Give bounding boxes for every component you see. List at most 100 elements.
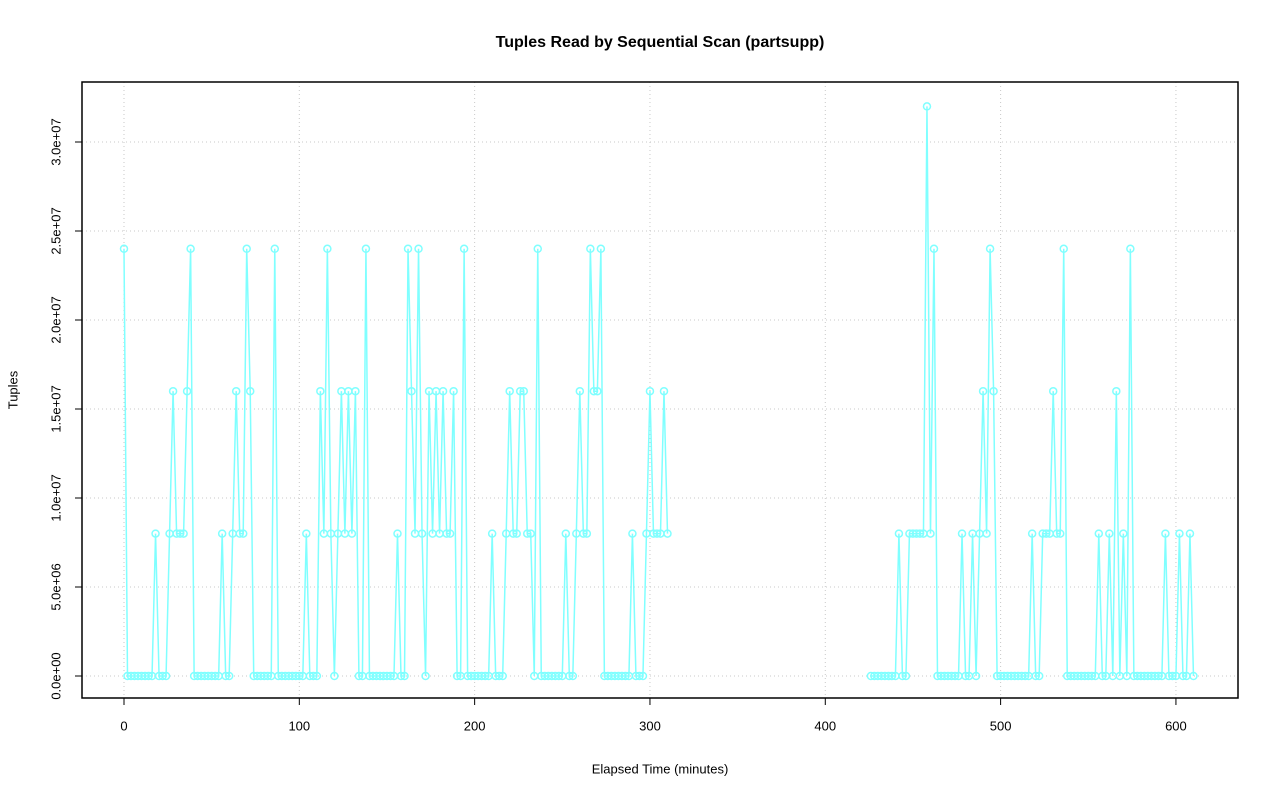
point (659, 386, 669, 396)
point (487, 529, 497, 538)
y-tick-label: 2.0e+07 (48, 296, 63, 343)
point (522, 529, 532, 538)
point (263, 671, 273, 681)
point (950, 671, 960, 681)
x-tick-label: 0 (120, 718, 127, 733)
point (554, 671, 564, 681)
point (151, 529, 160, 538)
point (179, 529, 188, 538)
point (445, 529, 455, 538)
y-tick-label: 1.0e+07 (48, 474, 63, 521)
point (901, 671, 911, 681)
point (438, 386, 448, 396)
point (898, 671, 907, 681)
y-tick-label: 5.0e+06 (48, 563, 63, 610)
point (400, 671, 409, 681)
point (295, 671, 304, 681)
point (1031, 671, 1040, 681)
point (533, 244, 543, 254)
x-tick-label: 300 (639, 718, 661, 733)
point (1059, 244, 1068, 254)
point (316, 386, 325, 396)
point (182, 386, 192, 396)
point (894, 529, 904, 538)
point (1189, 671, 1198, 681)
point (635, 671, 644, 681)
point (144, 671, 153, 681)
point (119, 244, 129, 254)
x-tick-label: 200 (464, 718, 486, 733)
point (217, 529, 227, 538)
x-tick-label: 500 (990, 718, 1012, 733)
point (361, 244, 371, 254)
point (586, 244, 595, 254)
point (1185, 529, 1195, 538)
point (978, 386, 988, 396)
y-tick-label: 1.5e+07 (48, 385, 63, 432)
point (929, 244, 939, 254)
point (403, 244, 413, 254)
point (452, 671, 462, 681)
point (638, 671, 648, 681)
point (168, 386, 178, 396)
point (1094, 529, 1104, 538)
point (323, 244, 332, 254)
point (1020, 671, 1030, 681)
point (161, 671, 171, 681)
point (221, 671, 230, 681)
point (309, 671, 318, 681)
point (589, 386, 599, 396)
point (1178, 671, 1188, 681)
point (270, 244, 280, 254)
line (870, 106, 1195, 677)
point (480, 671, 490, 681)
x-tick-label: 100 (288, 718, 310, 733)
point (565, 671, 574, 681)
point (922, 102, 932, 111)
point (982, 529, 991, 538)
point (926, 529, 935, 538)
point (505, 386, 514, 396)
point (396, 671, 406, 681)
point (302, 529, 311, 538)
point (494, 671, 504, 681)
point (1034, 671, 1044, 681)
point (515, 386, 525, 396)
point (312, 671, 322, 681)
point (421, 671, 430, 681)
point (887, 671, 897, 681)
point (414, 244, 423, 254)
point (393, 529, 402, 538)
point (1027, 529, 1037, 538)
point (459, 244, 469, 254)
point (579, 529, 588, 538)
point (449, 386, 458, 396)
point (526, 529, 535, 538)
y-tick-label: 0.0e+00 (48, 652, 63, 699)
x-axis-label: Elapsed Time (minutes) (592, 761, 729, 776)
point (508, 529, 518, 538)
point (621, 671, 630, 681)
point (1161, 529, 1170, 538)
point (645, 386, 655, 396)
y-tick-label: 3.0e+07 (48, 118, 63, 165)
point (231, 386, 241, 396)
point (417, 529, 427, 538)
point (242, 244, 251, 254)
point (512, 529, 521, 538)
point (961, 671, 970, 681)
point (1055, 529, 1065, 538)
point (210, 671, 220, 681)
x-tick-label: 600 (1165, 718, 1187, 733)
point (235, 529, 244, 538)
point (1098, 671, 1107, 681)
point (1048, 386, 1058, 396)
point (985, 244, 995, 254)
point (1041, 529, 1051, 538)
point (1052, 529, 1061, 538)
point (245, 386, 255, 396)
point (158, 671, 167, 681)
point (1175, 529, 1184, 538)
